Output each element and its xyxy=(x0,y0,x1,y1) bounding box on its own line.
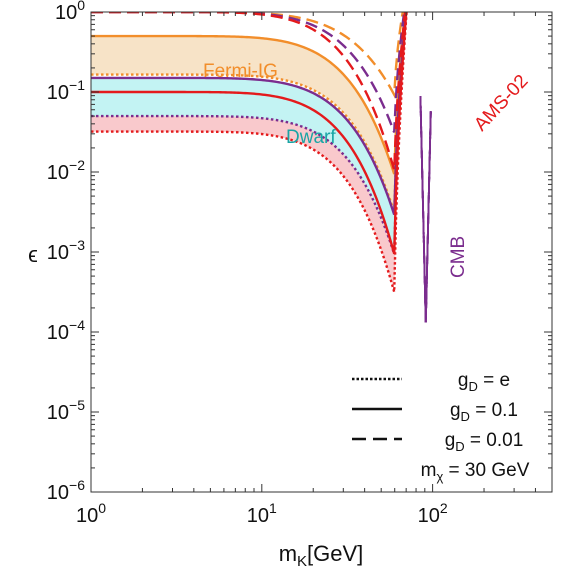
series-fermi-ig-dotted xyxy=(91,12,407,213)
legend-label: gD = 0.01 xyxy=(445,430,524,454)
legend-label: gD = 0.1 xyxy=(450,400,518,424)
series-dwarf-dotted xyxy=(91,12,408,255)
series-fermi-ig-solid xyxy=(91,12,407,175)
legend-note: mχ = 30 GeV xyxy=(421,460,530,484)
y-axis-title: ϵ xyxy=(28,242,38,267)
x-tick-label: 100 xyxy=(76,500,106,527)
annotation-ams: AMS-02 xyxy=(470,71,532,136)
annotation-cmb: CMB xyxy=(448,236,469,278)
series-ams-02-solid xyxy=(91,12,408,255)
y-tick-label: 100 xyxy=(55,0,85,24)
y-tick-label: 10−4 xyxy=(47,317,85,344)
exclusion-curves xyxy=(91,12,432,323)
legend: gD = e gD = 0.1 gD = 0.01 mχ = 30 GeV xyxy=(352,370,530,484)
y-tick-label: 10−6 xyxy=(47,477,85,504)
y-tick-label: 10−1 xyxy=(47,77,85,104)
series-ams-02-dashed xyxy=(91,12,407,171)
cmb-spike-8 xyxy=(419,95,432,323)
y-tick-label: 10−5 xyxy=(47,397,85,424)
annotation-dwarf: Dwarf xyxy=(286,127,336,148)
axes: 100 101 102 100 10−1 10−2 10−3 10−4 10−5 10−6 xyxy=(47,0,553,527)
band-dwarf xyxy=(91,12,407,250)
annotation-fermi: Fermi-IG xyxy=(203,61,278,82)
y-tick-label: 10−2 xyxy=(47,157,85,184)
cmb-spike-7 xyxy=(419,95,432,323)
x-tick-label: 101 xyxy=(247,500,277,527)
y-tick-label: 10−3 xyxy=(47,237,85,264)
legend-label: gD = e xyxy=(458,370,510,394)
x-tick-label: 102 xyxy=(418,500,448,527)
series-dwarf-solid xyxy=(91,12,408,215)
series-ams-02-dotted xyxy=(91,12,408,293)
x-axis-title: mK[GeV] xyxy=(279,541,364,570)
